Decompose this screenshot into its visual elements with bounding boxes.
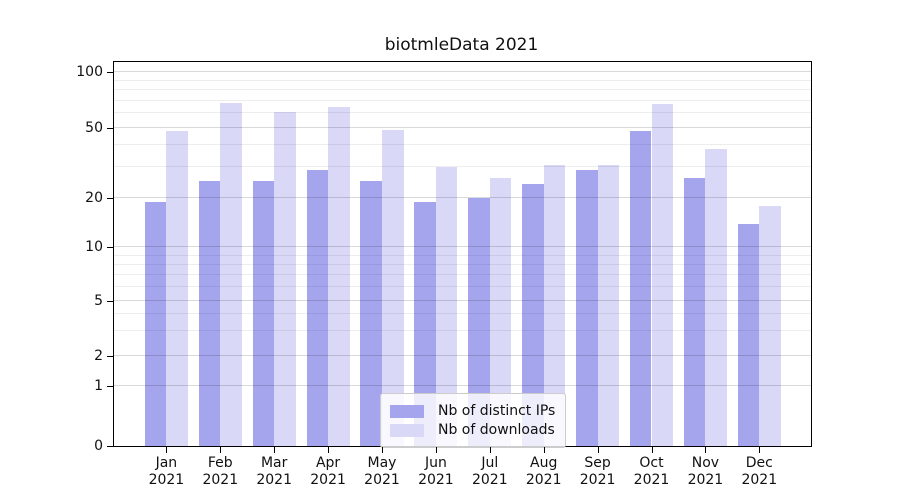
y-axis-tick-label-0: 0 (94, 438, 103, 454)
x-axis-tick-mark (489, 447, 491, 453)
y-axis-tick-mark (107, 247, 113, 249)
bar-nb-of-distinct-ips-feb-2021 (198, 181, 221, 446)
x-axis-tick-label-jan-2021: Jan 2021 (148, 455, 185, 488)
x-axis-tick-mark (220, 447, 222, 453)
gridline-y-100 (114, 71, 811, 73)
bar-nb-of-distinct-ips-aug-2021 (522, 184, 544, 446)
legend-swatch-icon (390, 404, 424, 418)
x-axis-tick-label-may-2021: May 2021 (364, 455, 400, 488)
y-axis-tick-mark (107, 198, 113, 200)
legend-label: Nb of downloads (438, 422, 555, 438)
x-axis-tick-mark (274, 447, 276, 453)
x-axis-tick-label-apr-2021: Apr 2021 (310, 455, 346, 488)
bar-nb-of-downloads-jul-2021 (489, 178, 512, 446)
bar-nb-of-distinct-ips-jul-2021 (468, 198, 490, 446)
gridline-y-90 (114, 79, 811, 81)
bar-nb-of-downloads-nov-2021 (705, 149, 727, 446)
x-axis-tick-label-oct-2021: Oct 2021 (633, 455, 670, 488)
y-axis-tick-label-5: 5 (94, 292, 103, 309)
gridline-y-70 (114, 99, 811, 101)
x-axis-tick-mark (382, 447, 383, 453)
gridline-y-50 (114, 126, 811, 128)
bar-nb-of-downloads-jun-2021 (435, 167, 458, 446)
x-axis-tick-mark (435, 447, 437, 453)
y-axis-tick-mark (107, 300, 113, 302)
legend-swatch-icon (390, 423, 424, 437)
x-axis-tick-mark (328, 447, 330, 453)
y-axis-tick-label-100: 100 (76, 64, 103, 81)
bar-nb-of-distinct-ips-nov-2021 (683, 178, 706, 446)
y-axis-tick-mark (107, 446, 113, 447)
bar-nb-of-downloads-feb-2021 (220, 103, 242, 446)
x-axis-tick-mark (651, 447, 653, 453)
gridline-y-80 (114, 89, 811, 91)
x-axis-tick-mark (543, 447, 545, 453)
x-axis-tick-label-dec-2021: Dec 2021 (741, 455, 778, 488)
x-axis-tick-label-jul-2021: Jul 2021 (471, 455, 508, 488)
x-axis-tick-label-mar-2021: Mar 2021 (256, 455, 292, 488)
bar-nb-of-distinct-ips-sep-2021 (576, 169, 598, 446)
bar-nb-of-distinct-ips-oct-2021 (629, 131, 652, 446)
x-axis-tick-label-aug-2021: Aug 2021 (525, 455, 562, 488)
y-axis-tick-label-10: 10 (85, 239, 103, 256)
y-axis-tick-mark (107, 127, 113, 129)
y-axis-tick-mark (107, 355, 113, 357)
bar-nb-of-downloads-may-2021 (382, 129, 404, 446)
x-axis-tick-mark (166, 447, 168, 453)
y-axis-tick-label-50: 50 (85, 119, 103, 136)
bar-nb-of-distinct-ips-jun-2021 (414, 202, 436, 446)
bar-nb-of-distinct-ips-may-2021 (360, 181, 382, 446)
bar-nb-of-downloads-dec-2021 (759, 205, 781, 446)
x-axis-tick-label-jun-2021: Jun 2021 (418, 455, 454, 488)
legend: Nb of distinct IPs Nb of downloads (380, 393, 567, 448)
bar-nb-of-distinct-ips-apr-2021 (306, 169, 329, 446)
x-axis-tick-mark (759, 447, 761, 453)
x-axis-tick-mark (597, 447, 599, 453)
x-axis-tick-label-nov-2021: Nov 2021 (687, 455, 724, 488)
x-axis-tick-label-feb-2021: Feb 2021 (202, 455, 239, 488)
bar-nb-of-distinct-ips-dec-2021 (737, 223, 760, 446)
bar-nb-of-distinct-ips-jan-2021 (144, 202, 167, 446)
chart-title: biotmleData 2021 (384, 35, 539, 55)
y-axis-tick-mark (107, 386, 113, 388)
y-axis-tick-label-2: 2 (94, 347, 103, 364)
bar-nb-of-downloads-apr-2021 (328, 106, 350, 446)
bar-nb-of-downloads-aug-2021 (543, 164, 566, 446)
plot-area: Nb of distinct IPs Nb of downloads (113, 61, 812, 448)
gridline-y-60 (114, 112, 811, 114)
bar-nb-of-downloads-oct-2021 (651, 104, 674, 446)
legend-label: Nb of distinct IPs (438, 403, 556, 419)
x-axis-tick-label-sep-2021: Sep 2021 (579, 455, 616, 488)
y-axis-tick-label-1: 1 (94, 378, 103, 395)
bar-nb-of-downloads-mar-2021 (274, 111, 296, 446)
y-axis-tick-mark (107, 72, 113, 74)
legend-item-nb-of-downloads: Nb of downloads (390, 422, 555, 438)
bar-nb-of-downloads-jan-2021 (166, 131, 188, 446)
x-axis-tick-mark (705, 447, 707, 453)
bar-nb-of-distinct-ips-mar-2021 (252, 181, 275, 446)
bar-nb-of-downloads-sep-2021 (597, 164, 620, 446)
legend-item-nb-of-distinct-ips: Nb of distinct IPs (390, 403, 555, 419)
y-axis-tick-label-20: 20 (85, 190, 103, 207)
gridline-y-40 (114, 144, 811, 146)
